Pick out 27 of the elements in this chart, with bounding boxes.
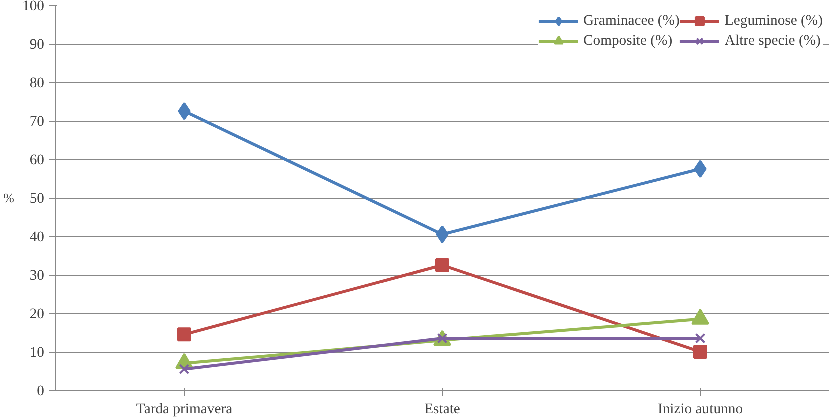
y-tick-label: 60 [30, 152, 44, 168]
y-tick-label: 70 [30, 114, 44, 130]
y-tick-label: 100 [22, 0, 44, 14]
y-tick-label: 80 [30, 76, 44, 92]
x-tick-label: Estate [424, 402, 460, 418]
point [695, 333, 706, 344]
legend-label: Graminacee (%) [583, 12, 680, 30]
legend-label: Leguminose (%) [724, 12, 823, 30]
point [179, 364, 190, 375]
point [694, 160, 707, 178]
y-axis-title: % [4, 190, 15, 206]
y-tick-label: 30 [30, 268, 44, 284]
point [178, 328, 192, 342]
y-tick-label: 50 [30, 191, 44, 207]
y-tick-label: 90 [30, 37, 44, 53]
y-tick-label: 40 [30, 230, 44, 246]
y-tick-label: 0 [37, 384, 44, 400]
point [436, 226, 449, 244]
y-tick-label: 20 [30, 306, 44, 322]
legend-label: Altre specie (%) [724, 32, 821, 50]
point [436, 258, 450, 272]
y-tick-label: 10 [30, 345, 44, 361]
x-tick-label: Tarda primavera [136, 402, 234, 418]
point [178, 102, 191, 120]
legend-label: Composite (%) [583, 32, 673, 50]
point [694, 345, 708, 359]
x-tick-label: Inizio autunno [658, 402, 744, 418]
